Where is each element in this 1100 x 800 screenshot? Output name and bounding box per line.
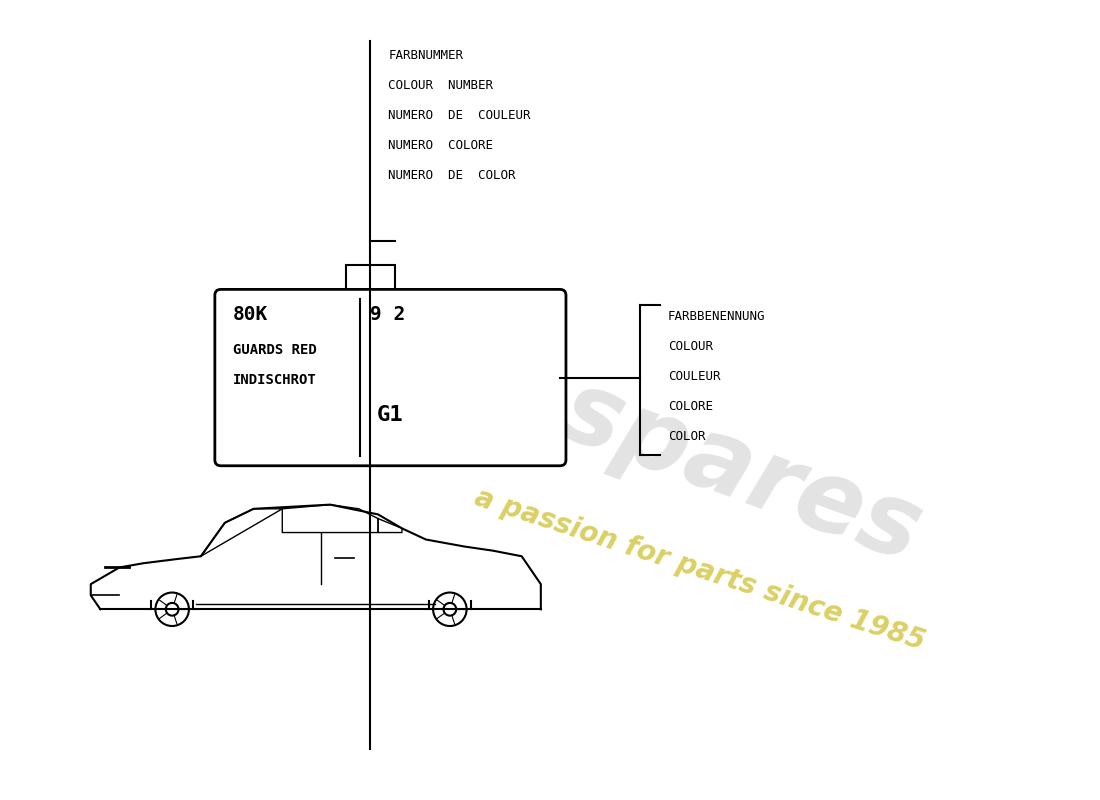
- Text: COLOUR: COLOUR: [668, 340, 713, 354]
- Text: a passion for parts since 1985: a passion for parts since 1985: [471, 483, 928, 656]
- Text: NUMERO  DE  COULEUR: NUMERO DE COULEUR: [388, 109, 531, 122]
- Text: NUMERO  DE  COLOR: NUMERO DE COLOR: [388, 169, 516, 182]
- Text: COLOR: COLOR: [668, 430, 705, 443]
- Text: FARBNUMMER: FARBNUMMER: [388, 50, 463, 62]
- Text: 80K: 80K: [233, 306, 268, 324]
- Text: FARBBENENNUNG: FARBBENENNUNG: [668, 310, 766, 323]
- Text: COLOUR  NUMBER: COLOUR NUMBER: [388, 79, 494, 92]
- Bar: [345, 266, 395, 295]
- Text: COULEUR: COULEUR: [668, 370, 720, 383]
- Text: 9 2: 9 2: [371, 306, 406, 324]
- Text: eurospares: eurospares: [306, 276, 934, 584]
- Text: NUMERO  COLORE: NUMERO COLORE: [388, 139, 494, 152]
- Text: COLORE: COLORE: [668, 400, 713, 413]
- FancyBboxPatch shape: [214, 290, 566, 466]
- Text: G1: G1: [377, 405, 404, 425]
- Text: INDISCHROT: INDISCHROT: [233, 373, 317, 387]
- Text: GUARDS RED: GUARDS RED: [233, 343, 317, 357]
